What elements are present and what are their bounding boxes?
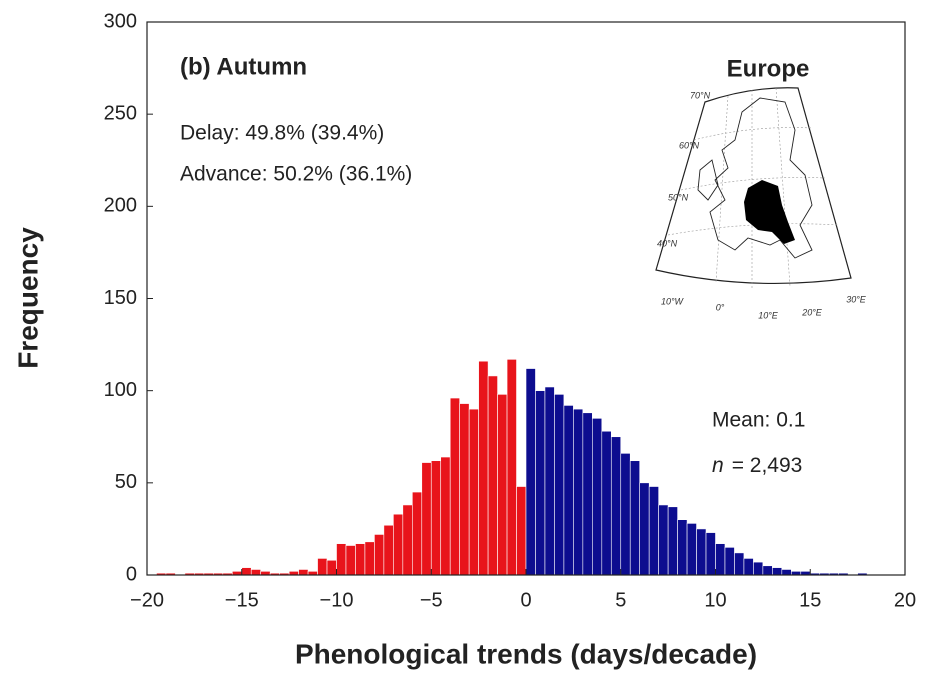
bar bbox=[535, 390, 546, 576]
bar bbox=[440, 456, 451, 576]
bar bbox=[355, 543, 366, 576]
y-tick-label: 250 bbox=[104, 102, 137, 124]
x-tick-label: −20 bbox=[130, 589, 164, 611]
map-lat-label: 60°N bbox=[679, 140, 700, 150]
delay-annotation: Delay: 49.8% (39.4%) bbox=[180, 122, 384, 145]
bar bbox=[639, 482, 650, 576]
y-axis-label: Frequency bbox=[12, 227, 43, 369]
bar bbox=[449, 397, 460, 576]
x-tick-label: −15 bbox=[225, 589, 259, 611]
bar bbox=[772, 567, 783, 576]
advance-annotation: Advance: 50.2% (36.1%) bbox=[180, 163, 412, 186]
bar bbox=[411, 491, 423, 576]
bar bbox=[753, 561, 764, 576]
mean-annotation: Mean: 0.1 bbox=[712, 409, 805, 432]
map-lon-label: 10°E bbox=[758, 310, 779, 320]
bar bbox=[516, 486, 527, 576]
bar bbox=[620, 453, 631, 576]
bar bbox=[715, 543, 726, 576]
y-tick-label: 300 bbox=[104, 10, 137, 32]
bar bbox=[326, 559, 337, 576]
bar bbox=[383, 524, 394, 576]
y-tick-label: 0 bbox=[126, 563, 137, 585]
bar bbox=[563, 405, 574, 576]
bar bbox=[610, 436, 622, 576]
x-axis-label: Phenological trends (days/decade) bbox=[295, 638, 757, 669]
bar bbox=[497, 394, 508, 576]
bar bbox=[241, 567, 252, 576]
bar bbox=[762, 565, 773, 576]
bar bbox=[658, 504, 669, 576]
y-tick-label: 200 bbox=[104, 195, 137, 217]
map-lon-label: 10°W bbox=[661, 296, 685, 306]
bar bbox=[364, 541, 375, 576]
panel-label: (b) Autumn bbox=[180, 53, 307, 80]
inset-title: Europe bbox=[727, 55, 810, 82]
x-tick-label: 15 bbox=[799, 589, 821, 611]
bar bbox=[478, 360, 489, 576]
bar bbox=[573, 408, 584, 576]
bars bbox=[156, 359, 868, 576]
bar bbox=[686, 523, 697, 576]
bar bbox=[525, 368, 536, 576]
bar bbox=[345, 545, 356, 576]
n-symbol: n bbox=[712, 454, 724, 477]
x-tick-label: 5 bbox=[615, 589, 626, 611]
x-tick-label: −5 bbox=[420, 589, 443, 611]
map-lat-label: 40°N bbox=[657, 238, 678, 248]
map-lon-label: 30°E bbox=[846, 294, 867, 304]
map-lon-label: 0° bbox=[716, 302, 725, 312]
map-lon-label: 20°E bbox=[801, 307, 823, 317]
inset-map: Europe 70°N 60°N 50°N 40°N 10°W 0° 10°E 20°E 30°… bbox=[655, 55, 867, 320]
bar bbox=[421, 462, 432, 576]
map-coastline bbox=[697, 97, 813, 259]
bar bbox=[582, 412, 593, 576]
bar bbox=[743, 558, 754, 576]
bar bbox=[696, 528, 707, 576]
bar bbox=[317, 558, 328, 576]
bar bbox=[393, 513, 404, 576]
map-lat-label: 70°N bbox=[690, 90, 711, 100]
bar bbox=[677, 519, 688, 576]
y-tick-label: 100 bbox=[104, 379, 137, 401]
y-tick-label: 50 bbox=[115, 471, 137, 493]
bar bbox=[781, 569, 792, 576]
bar bbox=[487, 375, 498, 576]
bar bbox=[667, 506, 678, 576]
bar bbox=[592, 418, 603, 576]
n-annotation: n = 2,493 bbox=[712, 454, 802, 477]
bar bbox=[724, 547, 735, 576]
bar bbox=[298, 569, 309, 576]
bar bbox=[648, 486, 659, 576]
bar bbox=[554, 394, 565, 576]
map-lat-label: 50°N bbox=[668, 192, 689, 202]
x-tick-label: 20 bbox=[894, 589, 916, 611]
x-tick-label: 0 bbox=[520, 589, 531, 611]
n-value: = 2,493 bbox=[732, 454, 803, 477]
bar bbox=[601, 430, 612, 576]
x-tick-label: −10 bbox=[320, 589, 354, 611]
bar bbox=[402, 504, 413, 576]
bar bbox=[250, 569, 262, 576]
bar bbox=[506, 359, 517, 576]
bar bbox=[705, 532, 716, 576]
bar bbox=[374, 534, 385, 576]
x-tick-label: 10 bbox=[704, 589, 726, 611]
y-tick-label: 150 bbox=[104, 287, 137, 309]
bar bbox=[336, 543, 347, 576]
map-region bbox=[744, 180, 795, 244]
bar bbox=[468, 408, 479, 576]
bar bbox=[430, 460, 442, 576]
bar bbox=[544, 386, 555, 576]
bar bbox=[459, 403, 470, 576]
bar bbox=[629, 460, 640, 576]
bar bbox=[734, 552, 745, 576]
